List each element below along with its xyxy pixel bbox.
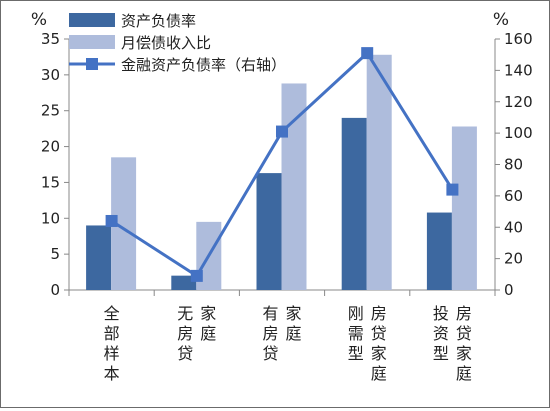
right-tick-label: 120 xyxy=(504,93,533,111)
bar-asset-liability xyxy=(426,212,452,290)
category-label-char: 型 xyxy=(433,344,449,363)
category-label-char: 家 xyxy=(200,304,216,323)
bar-debt-service-ratio xyxy=(281,83,307,290)
bar-debt-service-ratio xyxy=(451,126,477,291)
right-tick-label: 60 xyxy=(504,187,523,205)
right-tick-label: 20 xyxy=(504,250,523,268)
right-tick-label: 160 xyxy=(504,30,533,48)
line-point-marker xyxy=(190,269,203,282)
bar-asset-liability xyxy=(86,225,112,290)
category-label-char: 庭 xyxy=(456,364,472,383)
bar-asset-liability xyxy=(171,275,197,290)
category-label-char: 庭 xyxy=(285,324,301,343)
category-label-char: 家 xyxy=(456,344,472,363)
category-label-char: 家 xyxy=(285,304,301,323)
bar-asset-liability xyxy=(256,173,282,290)
category-label-char: 本 xyxy=(104,364,120,383)
bar-asset-liability xyxy=(341,117,367,290)
right-tick-label: 0 xyxy=(504,281,514,299)
category-label-char: 全 xyxy=(104,304,120,323)
category-label-char: 贷 xyxy=(262,344,278,363)
left-tick-label: 20 xyxy=(41,138,60,156)
right-tick-label: 140 xyxy=(504,61,533,79)
category-label-char: 房 xyxy=(371,304,387,323)
category-label-char: 样 xyxy=(104,344,120,363)
category-label-char: 刚 xyxy=(348,304,364,323)
left-tick-label: 5 xyxy=(50,245,60,263)
left-tick-label: 35 xyxy=(41,30,60,48)
left-tick-label: 30 xyxy=(41,66,60,84)
line-point-marker xyxy=(446,183,459,196)
line-layer xyxy=(105,47,459,282)
category-label-char: 庭 xyxy=(371,364,387,383)
right-tick-label: 100 xyxy=(504,124,533,142)
bar-debt-service-ratio xyxy=(366,54,392,290)
category-label-char: 无 xyxy=(177,304,193,323)
bars-layer xyxy=(86,54,477,291)
category-label-char: 贷 xyxy=(177,344,193,363)
legend-label: 金融资产负债率（右轴） xyxy=(121,56,286,74)
left-tick-label: 25 xyxy=(41,102,60,120)
line-point-marker xyxy=(361,47,374,60)
category-label-char: 贷 xyxy=(371,324,387,343)
category-label-char: 房 xyxy=(262,324,278,343)
right-tick-label: 40 xyxy=(504,218,523,236)
line-point-marker xyxy=(276,125,288,138)
legend-swatch-marker xyxy=(86,58,98,70)
legend-swatch xyxy=(69,13,115,27)
axes-layer: 0 5 10 15 20 25 30 35 0 20 40 60 80 100 120 140 160%% xyxy=(31,10,533,299)
left-tick-label: 0 xyxy=(50,281,60,299)
left-tick-label: 10 xyxy=(41,209,60,227)
legend-label: 资产负债率 xyxy=(121,12,196,30)
category-label-char: 房 xyxy=(456,304,472,323)
right-tick-label: 80 xyxy=(504,156,523,174)
category-label-char: 资 xyxy=(433,324,449,343)
category-label-char: 庭 xyxy=(200,324,216,343)
legend-label: 月偿债收入比 xyxy=(121,34,211,52)
category-label-char: 房 xyxy=(177,324,193,343)
category-label-char: 需 xyxy=(348,324,364,343)
line-point-marker xyxy=(105,214,118,227)
category-label-char: 投 xyxy=(433,304,449,323)
category-label-char: 贷 xyxy=(456,324,472,343)
category-label-char: 有 xyxy=(262,304,278,323)
category-label-char: 部 xyxy=(104,324,120,343)
legend-swatch xyxy=(69,35,115,49)
left-axis-unit: % xyxy=(31,10,47,30)
right-axis-unit: % xyxy=(493,10,509,30)
category-label-char: 家 xyxy=(371,344,387,363)
left-tick-label: 15 xyxy=(41,173,60,191)
category-label-char: 型 xyxy=(348,344,364,363)
